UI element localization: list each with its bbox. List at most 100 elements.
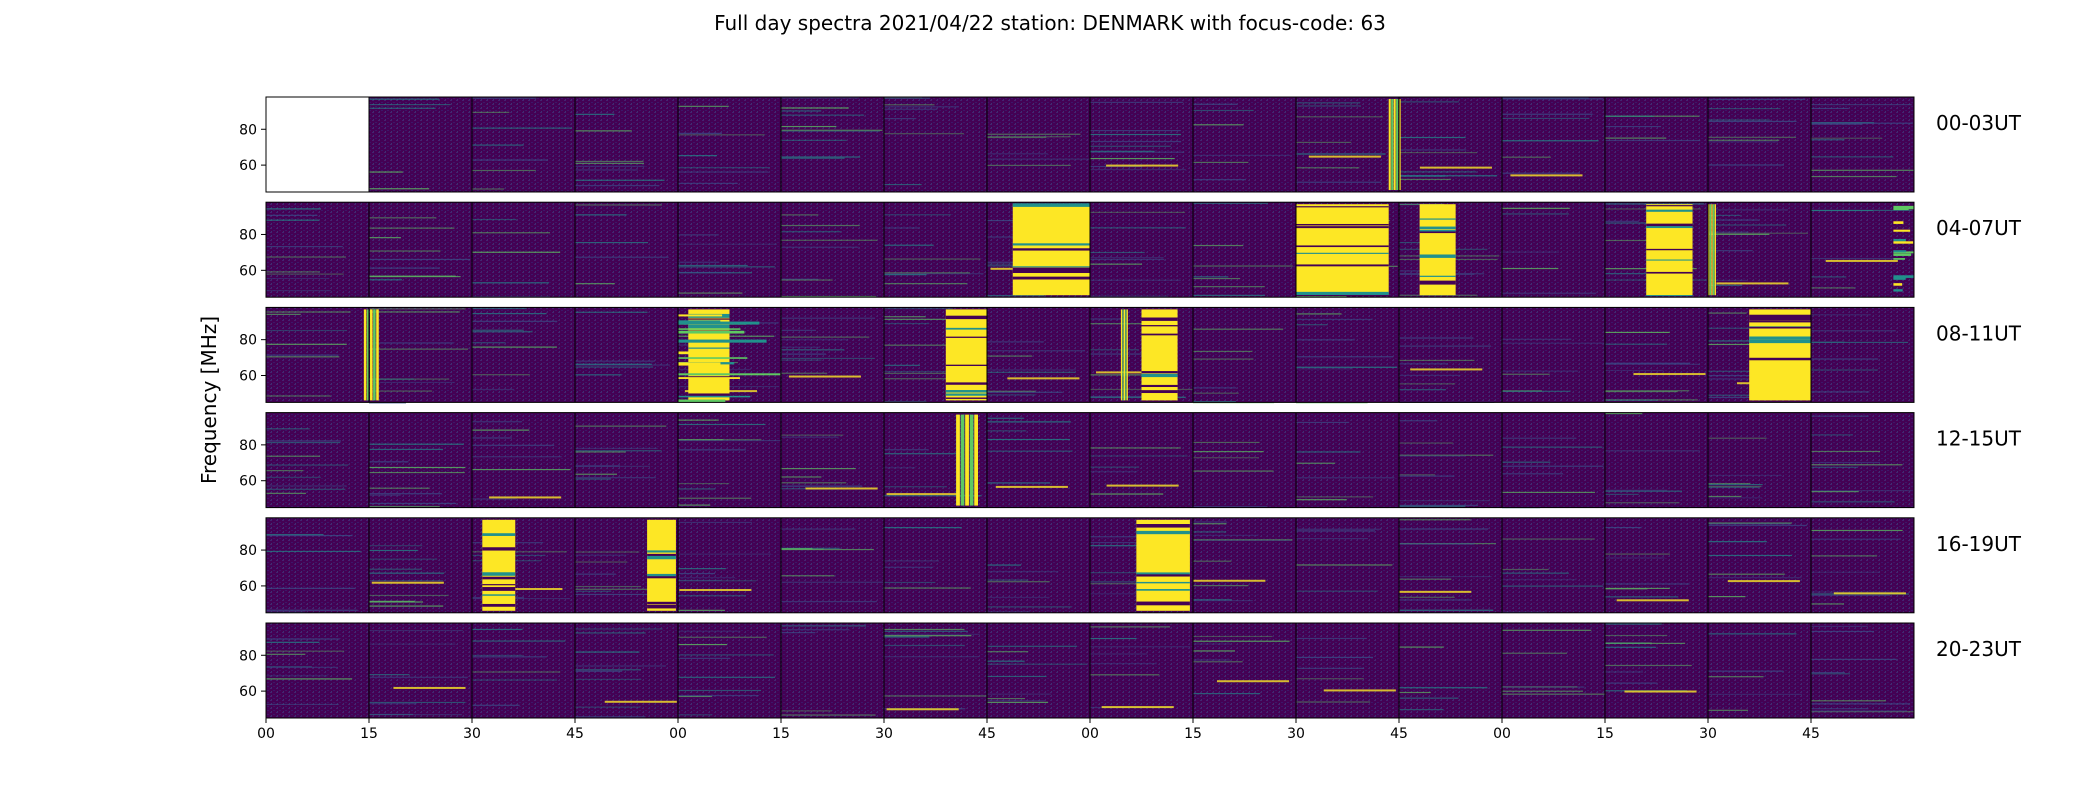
rfi-burst (1419, 218, 1456, 220)
rfi-line (1708, 485, 1762, 488)
rfi-burst (376, 309, 379, 401)
rfi-burst (688, 347, 730, 349)
rfi-line (884, 587, 971, 589)
rfi-line (369, 342, 454, 344)
rfi-line (1708, 209, 1789, 211)
rfi-line (781, 714, 876, 716)
x-tick-label: 45 (1390, 726, 1408, 742)
rfi-line (575, 425, 667, 427)
rfi-line (1193, 585, 1249, 587)
rfi-line (678, 609, 725, 611)
spectra-panel (781, 97, 884, 192)
rfi-line (781, 339, 849, 341)
rfi-line (1716, 282, 1789, 285)
rfi-line (1399, 474, 1436, 476)
rfi-line (884, 371, 968, 373)
spectra-row: 80 60 08-11UT (239, 306, 2022, 404)
rfi-line (781, 107, 849, 109)
rfi-line (472, 421, 523, 423)
rfi-burst (482, 587, 516, 591)
rfi-line (472, 679, 558, 681)
rfi-line (1708, 312, 1747, 314)
rfi-line (393, 686, 466, 689)
rfi-line (1708, 219, 1759, 221)
rfi-line (1708, 233, 1770, 235)
rfi-line (1193, 401, 1236, 403)
rfi-line (678, 630, 741, 632)
rfi-line (472, 144, 524, 146)
row-time-label: 20-23UT (1936, 637, 2022, 661)
spectra-panel (987, 97, 1090, 192)
rfi-line (266, 653, 306, 655)
rfi-line (472, 551, 567, 553)
spectra-panel (1502, 623, 1605, 718)
rfi-line (1399, 359, 1475, 362)
rfi-line (1502, 585, 1604, 587)
rfi-line (1605, 450, 1700, 452)
spectra-panel (1605, 623, 1708, 718)
rfi-line (266, 290, 332, 292)
rfi-line (1193, 387, 1237, 389)
rfi-line (679, 589, 752, 592)
rfi-line (472, 127, 572, 129)
rfi-line (1893, 275, 1914, 278)
rfi-line (781, 139, 847, 141)
spectra-panel (1296, 623, 1399, 718)
spectra-panel (266, 623, 369, 718)
rfi-line (369, 572, 445, 574)
rfi-burst (688, 324, 730, 329)
rfi-line (1811, 501, 1895, 503)
rfi-line (1193, 179, 1246, 181)
rfi-line (1833, 592, 1906, 595)
rfi-line (575, 669, 641, 671)
rfi-burst (1136, 581, 1190, 584)
rfi-burst (1136, 524, 1190, 528)
rfi-line (369, 279, 402, 281)
rfi-line (1616, 599, 1689, 602)
rfi-burst (1646, 226, 1693, 229)
rfi-line (266, 219, 319, 221)
rfi-line (575, 364, 670, 366)
spectra-panel (266, 517, 369, 613)
rfi-line (369, 502, 457, 505)
rfi-line (678, 439, 781, 442)
rfi-line (266, 703, 339, 706)
rfi-line (1605, 220, 1639, 222)
spectra-panel (1708, 517, 1811, 613)
rfi-line (781, 629, 850, 631)
rfi-line (1090, 263, 1143, 265)
rfi-line (884, 566, 934, 568)
rfi-burst (1125, 309, 1127, 401)
rfi-line (369, 448, 443, 451)
rfi-line (266, 277, 330, 280)
rfi-line (575, 665, 666, 667)
row-frame (265, 412, 1915, 509)
spectra-panel (1193, 307, 1296, 403)
rfi-line (575, 360, 655, 362)
rfi-line (575, 363, 652, 365)
rfi-line (781, 436, 839, 438)
rfi-line (1399, 475, 1455, 477)
spectra-panel (1811, 412, 1914, 508)
rfi-line (1605, 343, 1668, 345)
rfi-line (472, 704, 520, 706)
rfi-line (781, 224, 860, 227)
rfi-line (678, 362, 721, 366)
rfi-line (1605, 493, 1639, 495)
rfi-line (1090, 101, 1184, 103)
rfi-line (1193, 659, 1230, 661)
rfi-line (1090, 572, 1178, 574)
rfi-line (369, 701, 466, 704)
rfi-line (1090, 663, 1157, 665)
rfi-burst (1122, 309, 1124, 401)
spectra-panel (1811, 623, 1914, 718)
rfi-line (1502, 446, 1603, 448)
rfi-line (1399, 203, 1439, 206)
rfi-line (1708, 120, 1797, 123)
rfi-line (1090, 251, 1145, 254)
rfi-line (1893, 250, 1906, 253)
rfi-line (1811, 415, 1869, 417)
rfi-line (575, 465, 620, 467)
rfi-burst (482, 533, 516, 536)
rfi-line (1502, 465, 1604, 467)
